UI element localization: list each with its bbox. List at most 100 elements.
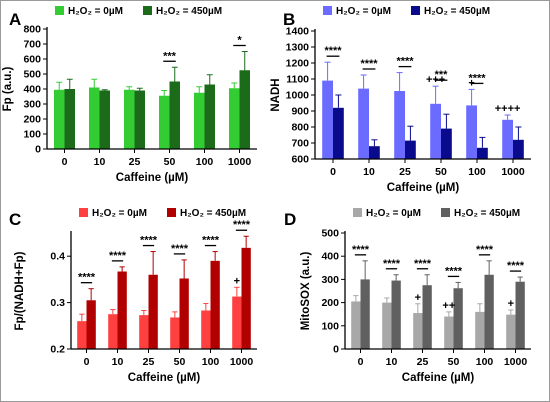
y-axis-title: MitoSOX (a.u.) bbox=[300, 252, 312, 331]
y-tick-label: 200 bbox=[23, 114, 41, 126]
x-tick-label: 50 bbox=[164, 156, 176, 168]
significance-label: **** bbox=[383, 258, 401, 270]
bar bbox=[179, 278, 189, 349]
legend-swatch bbox=[143, 6, 152, 15]
legend-label: H₂O₂ = 0µM bbox=[92, 208, 147, 219]
bar bbox=[513, 139, 524, 159]
legend-label: H₂O₂ = 450µM bbox=[454, 208, 520, 219]
bar bbox=[358, 88, 369, 159]
x-tick-label: 100 bbox=[468, 166, 486, 178]
y-tick-label: 400 bbox=[23, 84, 41, 96]
panel-c: C H₂O₂ = 0µM H₂O₂ = 450µM 0.2 0.3 0.4 0 10 25 50 1… bbox=[9, 208, 257, 384]
x-tick-label: 10 bbox=[94, 156, 106, 168]
significance-label: **** bbox=[396, 56, 414, 68]
x-tick-label: 1000 bbox=[501, 166, 525, 178]
x-axis-title: Caffeine (µM) bbox=[116, 172, 189, 184]
y-tick-label: 700 bbox=[23, 39, 41, 51]
legend-swatch bbox=[167, 208, 176, 217]
y-axis-title: Fp (a.u.) bbox=[2, 66, 14, 111]
bar bbox=[194, 92, 205, 149]
bar bbox=[369, 146, 380, 159]
significance-label: **** bbox=[324, 45, 342, 57]
bar bbox=[391, 280, 401, 349]
bar bbox=[241, 247, 251, 349]
y-tick-label: 0 bbox=[333, 344, 339, 356]
y-tick-label: 800 bbox=[23, 24, 41, 36]
y-tick-label: 100 bbox=[321, 320, 339, 332]
legend-swatch bbox=[79, 208, 88, 217]
y-tick-label: 0.2 bbox=[50, 344, 65, 356]
bar bbox=[169, 81, 180, 149]
x-tick-label: 10 bbox=[363, 166, 375, 178]
y-tick-label: 100 bbox=[23, 129, 41, 141]
bar bbox=[229, 88, 240, 149]
bar bbox=[210, 260, 220, 349]
y-tick-label: 500 bbox=[321, 228, 339, 240]
legend-swatch bbox=[55, 6, 64, 15]
significance-label: **** bbox=[233, 219, 251, 231]
y-tick-label: 400 bbox=[321, 251, 339, 263]
y-tick-label: 1300 bbox=[286, 42, 310, 54]
bar bbox=[124, 89, 135, 149]
y-tick-label: 600 bbox=[291, 154, 309, 166]
significance-label: **** bbox=[360, 58, 378, 70]
x-tick-label: 0 bbox=[330, 166, 336, 178]
bar bbox=[441, 128, 452, 159]
panel-letter: B bbox=[283, 10, 295, 29]
significance-label: *** bbox=[163, 50, 177, 62]
bar bbox=[475, 311, 485, 349]
y-tick-label: 1200 bbox=[286, 58, 310, 70]
bar bbox=[413, 313, 423, 349]
significance-label: **** bbox=[507, 260, 525, 272]
bar bbox=[444, 316, 454, 349]
significance-label: **** bbox=[476, 244, 494, 256]
bar bbox=[430, 103, 441, 159]
bar bbox=[360, 279, 370, 349]
y-tick-label: 300 bbox=[23, 99, 41, 111]
legend-swatch bbox=[411, 6, 420, 15]
x-axis-title: Caffeine (µM) bbox=[402, 372, 475, 384]
panel-letter: D bbox=[284, 210, 296, 229]
y-axis-title: Fp/(NADH+Fp) bbox=[14, 251, 26, 330]
significance-label: **** bbox=[352, 244, 370, 256]
bar bbox=[77, 321, 87, 349]
significance-label: **** bbox=[414, 258, 432, 270]
x-tick-label: 25 bbox=[417, 356, 429, 368]
bar bbox=[139, 315, 149, 349]
bar bbox=[477, 147, 488, 159]
significance-label: **** bbox=[202, 235, 220, 247]
x-tick-label: 100 bbox=[202, 356, 220, 368]
legend-label: H₂O₂ = 450µM bbox=[180, 208, 246, 219]
legend-label: H₂O₂ = 0µM bbox=[366, 208, 421, 219]
x-axis-title: Caffeine (µM) bbox=[128, 372, 201, 384]
bar bbox=[333, 107, 344, 159]
legend-label: H₂O₂ = 450µM bbox=[156, 6, 222, 17]
x-axis-title: Caffeine (µM) bbox=[387, 182, 460, 194]
x-tick-label: 25 bbox=[399, 166, 411, 178]
bar bbox=[466, 105, 477, 159]
legend-label: H₂O₂ = 450µM bbox=[424, 6, 490, 17]
bar bbox=[134, 90, 145, 149]
x-tick-label: 50 bbox=[435, 166, 447, 178]
y-tick-label: 600 bbox=[23, 54, 41, 66]
x-tick-label: 1000 bbox=[230, 356, 254, 368]
y-tick-label: 1400 bbox=[286, 26, 310, 38]
significance-label: + bbox=[234, 275, 240, 287]
x-tick-label: 25 bbox=[143, 356, 155, 368]
y-tick-label: 500 bbox=[23, 69, 41, 81]
panel-letter: A bbox=[9, 10, 21, 29]
bar bbox=[484, 274, 494, 349]
x-tick-label: 100 bbox=[196, 156, 214, 168]
x-tick-label: 10 bbox=[112, 356, 124, 368]
y-tick-label: 0.4 bbox=[50, 251, 65, 263]
panel-letter: C bbox=[9, 210, 21, 229]
bar bbox=[159, 95, 170, 149]
bar bbox=[506, 314, 516, 349]
bar bbox=[405, 140, 416, 159]
x-tick-label: 10 bbox=[386, 356, 398, 368]
bar bbox=[170, 317, 180, 349]
bar bbox=[502, 119, 513, 159]
significance-label: + bbox=[468, 77, 474, 89]
bar bbox=[204, 84, 215, 149]
